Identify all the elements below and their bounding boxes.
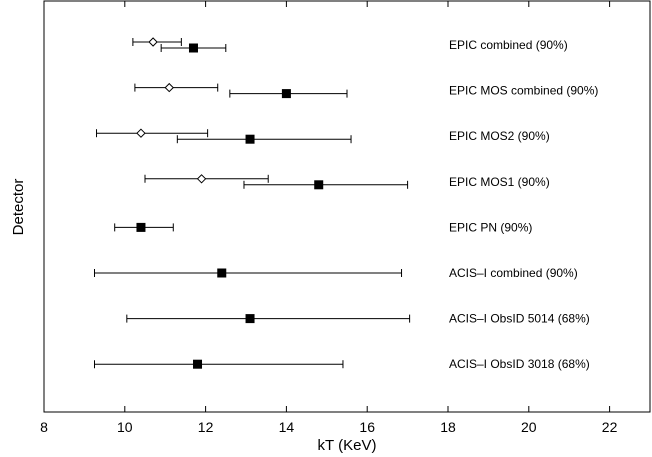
- filled-square-marker-1: [281, 89, 291, 99]
- open-diamond-marker-1: [164, 82, 174, 93]
- filled-square-marker-6: [245, 314, 255, 324]
- x-tick-label-10: 10: [117, 419, 133, 435]
- row-label-0: EPIC combined (90%): [449, 38, 568, 52]
- row-3: EPIC MOS1 (90%): [144, 174, 550, 190]
- row-1: EPIC MOS combined (90%): [134, 82, 598, 99]
- row-5: ACIS–I combined (90%): [94, 266, 578, 280]
- x-axis-label: kT (KeV): [318, 437, 377, 454]
- row-7: ACIS–I ObsID 3018 (68%): [94, 357, 590, 371]
- row-label-5: ACIS–I combined (90%): [449, 266, 578, 280]
- row-6: ACIS–I ObsID 5014 (68%): [126, 312, 590, 326]
- open-diamond-marker-2: [136, 128, 146, 138]
- x-tick-label-22: 22: [602, 419, 618, 435]
- filled-square-marker-7: [193, 359, 203, 369]
- row-4: EPIC PN (90%): [114, 220, 532, 234]
- filled-square-marker-4: [136, 222, 146, 232]
- row-0: EPIC combined (90%): [132, 37, 568, 53]
- x-tick-label-14: 14: [279, 419, 295, 435]
- row-2: EPIC MOS2 (90%): [96, 128, 550, 144]
- filled-square-marker-2: [245, 134, 255, 144]
- row-label-6: ACIS–I ObsID 5014 (68%): [449, 312, 590, 326]
- open-diamond-marker-0: [148, 37, 158, 47]
- x-tick-label-12: 12: [198, 419, 214, 435]
- filled-square-marker-5: [217, 268, 227, 278]
- filled-square-marker-3: [314, 180, 324, 190]
- x-tick-label-18: 18: [440, 419, 456, 435]
- x-ticks: 8 10 12 14 16 18 20 22: [40, 1, 618, 435]
- row-label-7: ACIS–I ObsID 3018 (68%): [449, 357, 590, 371]
- open-diamond-marker-3: [196, 174, 207, 184]
- data-rows: EPIC combined (90%) EPIC MOS combined (90…: [94, 37, 598, 371]
- row-label-2: EPIC MOS2 (90%): [449, 129, 550, 143]
- x-tick-label-8: 8: [40, 419, 48, 435]
- plot-frame: [43, 0, 651, 413]
- filled-square-marker-0: [188, 43, 198, 53]
- y-axis-label: Detector: [10, 179, 27, 236]
- row-label-4: EPIC PN (90%): [449, 220, 532, 234]
- row-label-3: EPIC MOS1 (90%): [449, 175, 550, 189]
- x-tick-label-20: 20: [521, 419, 537, 435]
- x-tick-label-16: 16: [359, 419, 375, 435]
- row-label-1: EPIC MOS combined (90%): [449, 84, 598, 98]
